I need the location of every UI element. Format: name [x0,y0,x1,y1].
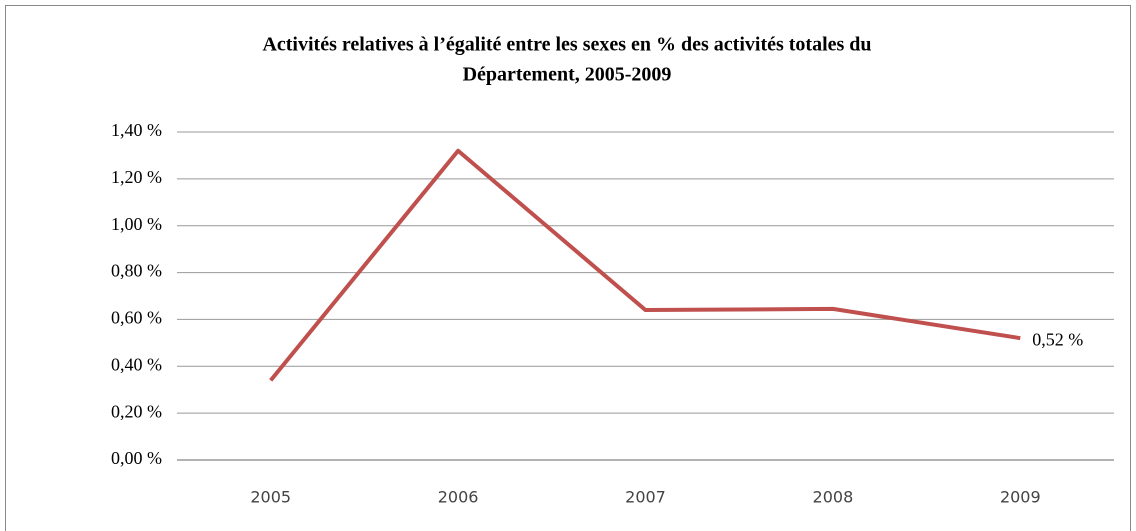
y-tick-label: 0,20 % [111,401,162,421]
x-tick-label: 2006 [438,488,479,507]
y-tick-label: 1,00 % [111,214,162,234]
y-tick-label: 1,40 % [111,120,162,140]
data-line [269,148,1021,382]
x-tick-label: 2009 [1000,488,1041,507]
chart-title: Activités relatives à l’égalité entre le… [262,34,871,56]
chart-title: Département, 2005-2009 [463,64,672,86]
chart-border [5,5,1131,531]
x-tick-label: 2007 [625,488,666,507]
x-tick-label: 2005 [250,488,291,507]
y-tick-label: 0,40 % [111,354,162,374]
y-tick-label: 1,20 % [111,167,162,187]
y-tick-label: 0,80 % [111,261,162,281]
y-tick-label: 0,60 % [111,308,162,328]
data-label: 0,52 % [1032,329,1083,349]
y-tick-label: 0,00 % [111,448,162,468]
x-tick-label: 2008 [813,488,854,507]
